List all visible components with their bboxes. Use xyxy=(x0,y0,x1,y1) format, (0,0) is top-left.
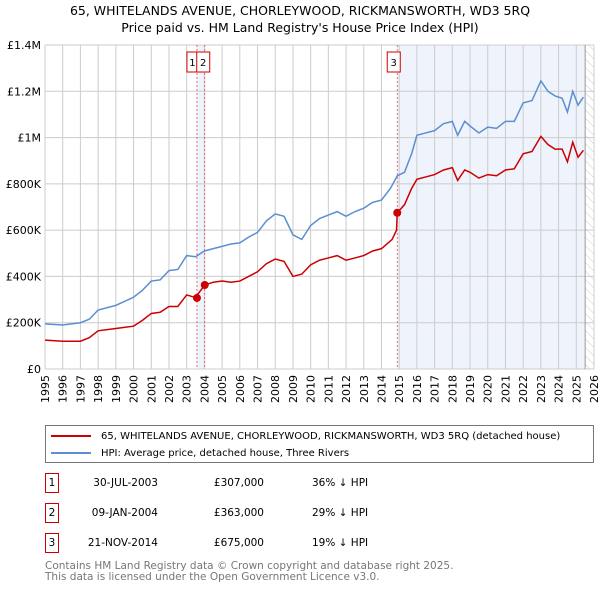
x-tick-label: 2020 xyxy=(482,375,495,403)
forecast-hatch xyxy=(585,45,594,369)
transaction-row: 1 30-JUL-2003 £307,000 36% ↓ HPI xyxy=(0,473,600,493)
transaction-price: £363,000 xyxy=(213,507,264,519)
attribution: Contains HM Land Registry data © Crown c… xyxy=(45,561,453,583)
transaction-price: £675,000 xyxy=(213,537,264,549)
x-tick-label: 2003 xyxy=(181,375,194,403)
x-tick-label: 2017 xyxy=(429,375,442,403)
x-tick-label: 2007 xyxy=(252,375,265,403)
x-tick-label: 2025 xyxy=(570,375,583,403)
y-tick-label: £200K xyxy=(6,317,42,330)
x-tick-label: 2008 xyxy=(269,375,282,403)
x-tick-label: 2010 xyxy=(305,375,318,403)
x-tick-label: 2015 xyxy=(393,375,406,403)
x-tick-label: 2001 xyxy=(145,375,158,403)
transaction-date: 30-JUL-2003 xyxy=(93,477,158,489)
x-tick-label: 2023 xyxy=(535,375,548,403)
y-tick-label: £0 xyxy=(27,363,41,376)
x-tick-label: 2013 xyxy=(358,375,371,403)
y-tick-label: £1M xyxy=(18,132,42,145)
transaction-hpi-diff: 19% ↓ HPI xyxy=(312,537,369,549)
x-tick-label: 1998 xyxy=(92,375,105,403)
legend-swatch-blue xyxy=(51,452,91,454)
transaction-price: £307,000 xyxy=(213,477,264,489)
y-tick-label: £600K xyxy=(6,224,42,237)
x-tick-label: 2014 xyxy=(375,375,388,403)
sale-label-box xyxy=(196,51,211,73)
x-tick-label: 2011 xyxy=(322,375,335,403)
x-tick-label: 1999 xyxy=(110,375,123,403)
sale-point xyxy=(200,280,209,289)
x-tick-label: 2009 xyxy=(287,375,300,403)
sale-point xyxy=(192,293,201,302)
y-tick-label: £1.4M xyxy=(7,39,41,52)
transaction-date: 21-NOV-2014 xyxy=(87,537,158,549)
transaction-row: 2 09-JAN-2004 £363,000 29% ↓ HPI xyxy=(0,503,600,523)
y-tick-label: £800K xyxy=(6,178,42,191)
property-price-line xyxy=(44,135,584,342)
legend-item-property: 65, WHITELANDS AVENUE, CHORLEYWOOD, RICK… xyxy=(51,428,560,444)
sale-label: 1 xyxy=(189,58,195,69)
y-tick-label: £1.2M xyxy=(7,85,41,98)
legend-swatch-red xyxy=(51,435,91,437)
x-tick-label: 2022 xyxy=(517,375,530,403)
x-tick-label: 2026 xyxy=(588,375,600,403)
x-tick-label: 2000 xyxy=(128,375,141,403)
chart-subtitle: Price paid vs. HM Land Registry's House … xyxy=(121,20,479,35)
attribution-line-1: Contains HM Land Registry data © Crown c… xyxy=(45,560,454,572)
sale-label: 2 xyxy=(200,58,206,69)
sale-shade xyxy=(196,45,205,369)
transaction-marker: 3 xyxy=(45,533,59,553)
x-tick-label: 2005 xyxy=(216,375,229,403)
x-tick-label: 2016 xyxy=(411,375,424,403)
x-tick-label: 2004 xyxy=(198,375,211,403)
x-tick-label: 2006 xyxy=(234,375,247,403)
sale-label-box xyxy=(386,51,401,73)
legend-item-hpi: HPI: Average price, detached house, Thre… xyxy=(51,445,349,461)
sale-shade xyxy=(397,45,586,369)
x-tick-label: 2024 xyxy=(553,375,566,403)
transaction-date: 09-JAN-2004 xyxy=(91,507,158,519)
transaction-marker: 1 xyxy=(45,473,59,493)
x-tick-label: 2018 xyxy=(446,375,459,403)
transaction-row: 3 21-NOV-2014 £675,000 19% ↓ HPI xyxy=(0,533,600,553)
transaction-hpi-diff: 36% ↓ HPI xyxy=(312,477,369,489)
price-chart: 1995 1996 1997 1998 1999 2000 2001 2002 2003 2004… xyxy=(6,39,600,403)
legend-label-hpi: HPI: Average price, detached house, Thre… xyxy=(101,447,350,459)
y-tick-label: £400K xyxy=(6,270,42,283)
x-tick-label: 1995 xyxy=(39,375,52,403)
transaction-hpi-diff: 29% ↓ HPI xyxy=(312,507,369,519)
legend-label-property: 65, WHITELANDS AVENUE, CHORLEYWOOD, RICK… xyxy=(101,430,561,442)
legend: 65, WHITELANDS AVENUE, CHORLEYWOOD, RICK… xyxy=(45,425,594,463)
sale-point xyxy=(393,208,402,217)
x-tick-label: 2021 xyxy=(499,375,512,403)
x-tick-label: 1996 xyxy=(57,375,70,403)
hpi-line xyxy=(44,79,585,326)
x-tick-label: 2012 xyxy=(340,375,353,403)
x-tick-label: 1997 xyxy=(74,375,87,403)
chart-title: 65, WHITELANDS AVENUE, CHORLEYWOOD, RICK… xyxy=(69,3,531,18)
attribution-line-2: This data is licensed under the Open Gov… xyxy=(45,571,380,583)
x-tick-label: 2002 xyxy=(163,375,176,403)
transaction-marker: 2 xyxy=(45,503,59,523)
x-tick-label: 2019 xyxy=(464,375,477,403)
sale-label: 3 xyxy=(391,58,397,69)
